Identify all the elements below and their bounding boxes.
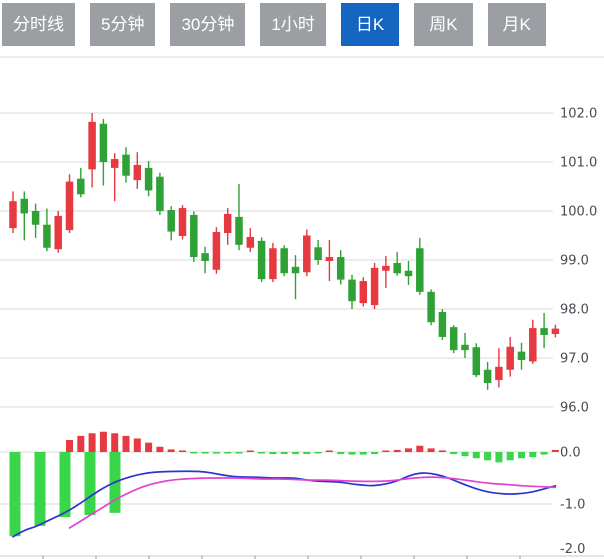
tab-5min[interactable]: 5分钟 xyxy=(90,3,156,46)
price-axis-labels: 102.0 101.0 100.0 99.0 98.0 97.0 96.0 xyxy=(560,107,597,416)
tab-daily-k[interactable]: 日K xyxy=(340,3,400,46)
price-axis-label: 102.0 xyxy=(560,107,597,122)
candles xyxy=(9,113,560,390)
macd-axis-label: -1.0 xyxy=(560,498,585,513)
price-axis-label: 96.0 xyxy=(560,401,589,416)
tab-weekly-k[interactable]: 周K xyxy=(414,3,473,46)
dea-line xyxy=(68,476,557,529)
macd-axis-label: -2.0 xyxy=(560,542,585,557)
price-axis-label: 97.0 xyxy=(560,352,589,367)
dif-line xyxy=(12,470,557,538)
macd-axis-labels: 0.0 -1.0 -2.0 xyxy=(560,446,585,558)
price-axis-label: 101.0 xyxy=(560,156,597,171)
timeframe-tabbar: 分时线 5分钟 30分钟 1小时 日K 周K 月K xyxy=(2,3,546,46)
price-axis-label: 98.0 xyxy=(560,303,589,318)
price-axis-label: 100.0 xyxy=(560,205,597,220)
tab-1hour[interactable]: 1小时 xyxy=(260,3,326,46)
macd-axis-label: 0.0 xyxy=(560,446,581,461)
tab-30min[interactable]: 30分钟 xyxy=(170,3,246,46)
price-axis-label: 99.0 xyxy=(560,254,589,269)
tab-minute-line[interactable]: 分时线 xyxy=(2,3,75,46)
macd-histogram xyxy=(9,431,559,537)
tab-monthly-k[interactable]: 月K xyxy=(487,3,546,46)
